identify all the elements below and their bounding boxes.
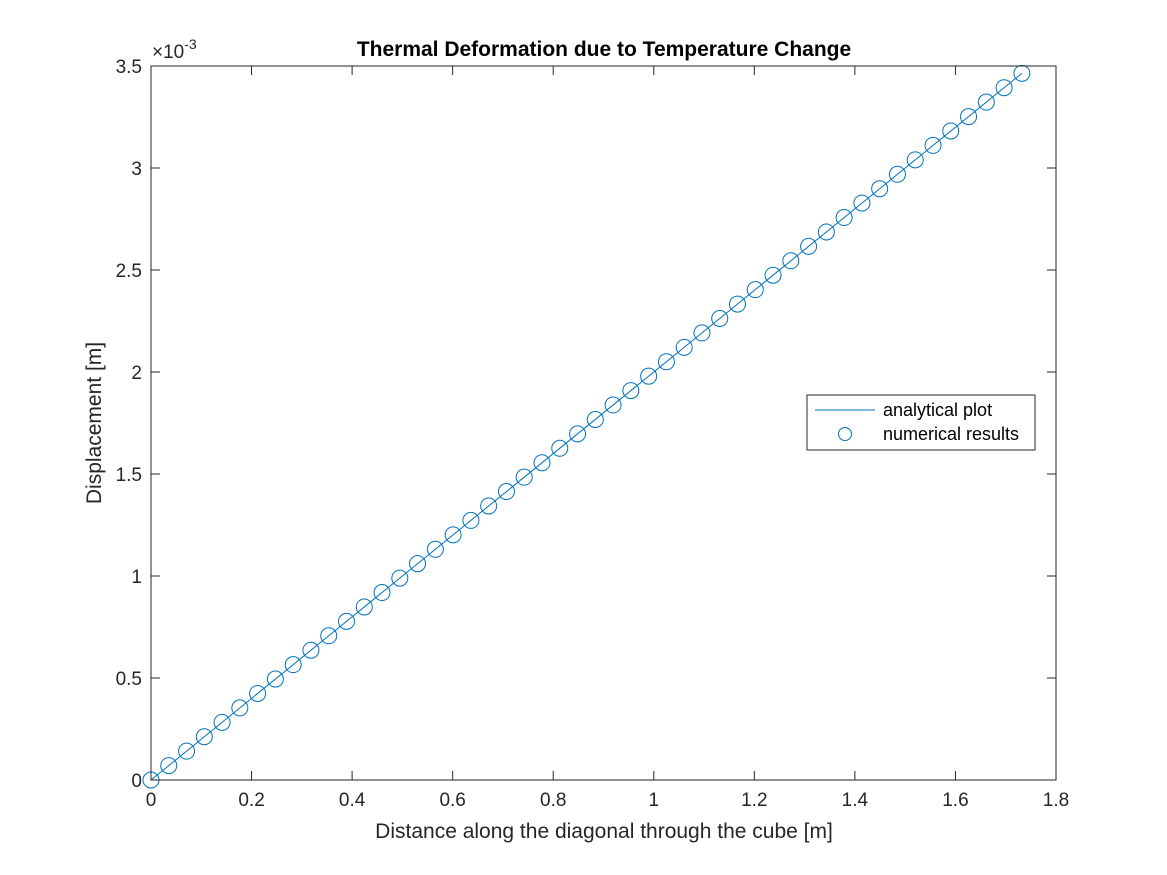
y-tick-label: 3.5 [116,57,142,78]
data-point [302,641,320,659]
x-axis-label: Distance along the diagonal through the … [375,820,833,843]
y-tick-label: 3 [131,159,142,180]
data-point [835,209,853,227]
y-ticks: 0 0.5 1 1.5 2 2.5 3 3.5 [116,57,1056,792]
data-point [533,454,551,472]
x-tick-label: 0 [146,790,157,811]
data-point [942,122,960,140]
x-tick-label: 0.6 [439,790,465,811]
x-tick-label: 1.8 [1043,790,1069,811]
data-point [960,108,978,126]
data-point [444,526,462,544]
data-point [586,410,604,428]
data-point [569,425,587,443]
data-point [746,281,764,299]
y-tick-label: 0.5 [116,669,142,690]
y-tick-label: 2.5 [116,261,142,282]
data-point [426,540,444,558]
x-tick-label: 0.8 [540,790,566,811]
data-point [195,728,213,746]
data-point [355,598,373,616]
plot-layer [142,64,1031,789]
data-point [480,497,498,515]
y-tick-label: 2 [131,363,142,384]
data-point [409,555,427,573]
data-point [924,136,942,154]
legend-entry-numerical: numerical results [883,424,1019,444]
data-point [995,79,1013,97]
data-point [249,684,267,702]
data-point [284,656,302,674]
legend-marker-sample [838,427,852,441]
data-point [266,670,284,688]
data-point [853,194,871,212]
x-tick-label: 0.2 [238,790,264,811]
legend: analytical plot numerical results [806,394,1036,451]
data-point [977,93,995,111]
data-point [711,309,729,327]
data-point [373,584,391,602]
data-point [764,266,782,284]
data-point [462,511,480,529]
y-exponent-power: -3 [184,36,197,52]
data-point [320,627,338,645]
data-point [622,382,640,400]
data-point [337,612,355,630]
x-tick-label: 1.6 [942,790,968,811]
data-point [675,338,693,356]
x-tick-label: 0.4 [339,790,366,811]
data-point [213,713,231,731]
data-point [515,468,533,486]
data-point [231,699,249,717]
data-point [391,569,409,587]
data-point [693,324,711,342]
data-point [817,223,835,241]
data-point [604,396,622,414]
data-point [871,180,889,198]
chart-title: Thermal Deformation due to Temperature C… [357,38,851,61]
data-point [160,757,178,775]
data-point [906,151,924,169]
y-tick-label: 0 [131,771,142,792]
x-tick-label: 1.4 [842,790,869,811]
series-line-analytical [150,72,1023,781]
data-point [178,742,196,760]
data-point [728,295,746,313]
legend-entry-analytical: analytical plot [883,400,992,420]
y-exponent-base: ×10 [152,42,184,63]
y-exponent-label: ×10-3 [152,36,197,63]
data-point [1013,64,1031,82]
axes-box [150,65,1057,781]
data-point [551,439,569,457]
data-point [657,353,675,371]
data-point [497,483,515,501]
y-tick-label: 1.5 [116,465,142,486]
y-axis-label: Displacement [m] [83,342,106,504]
data-point [800,237,818,255]
x-ticks: 0 0.2 0.4 0.6 0.8 1 1.2 1.4 1.6 1.8 [146,66,1069,811]
data-point [782,252,800,270]
data-point [888,165,906,183]
y-tick-label: 1 [131,567,142,588]
data-point [640,367,658,385]
x-tick-label: 1.2 [741,790,767,811]
x-tick-label: 1 [648,790,659,811]
